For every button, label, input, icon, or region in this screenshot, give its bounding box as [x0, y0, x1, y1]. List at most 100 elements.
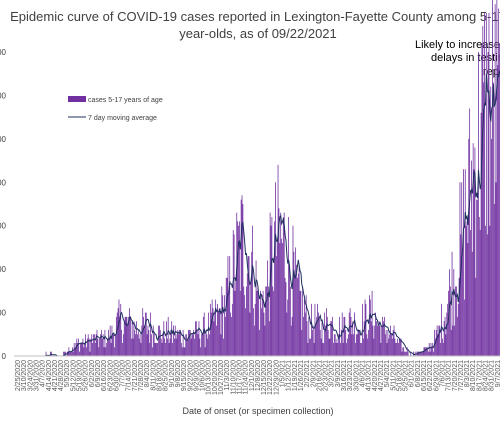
- case-bar: [89, 351, 91, 356]
- x-tick-label: 6/2/2020: [89, 360, 96, 387]
- x-tick-label: 3/10/2020: [21, 360, 28, 391]
- case-bar: [464, 169, 466, 356]
- case-bar: [301, 329, 303, 356]
- case-bar: [217, 303, 218, 356]
- x-tick-label: 8/11/2020: [150, 360, 157, 391]
- x-tick-label: 4/14/2020: [46, 360, 53, 391]
- case-bar: [155, 342, 157, 356]
- case-bar: [231, 316, 232, 356]
- case-bar: [100, 334, 101, 356]
- case-bar: [471, 160, 472, 356]
- x-tick-label: 3/16/2021: [341, 360, 348, 391]
- case-bar: [253, 325, 255, 356]
- case-bar: [468, 138, 470, 356]
- case-bar: [469, 108, 471, 357]
- case-bar: [420, 351, 422, 356]
- case-bar: [264, 325, 266, 356]
- case-bar: [376, 325, 378, 356]
- case-bar: [167, 316, 169, 356]
- case-bar: [344, 316, 346, 356]
- case-bar: [342, 342, 344, 356]
- case-bar: [310, 338, 311, 356]
- x-tick-label: 6/15/2021: [421, 360, 428, 391]
- case-bar: [237, 221, 239, 356]
- x-tick-label: 1/5/2021: [280, 360, 287, 387]
- case-bar: [375, 312, 376, 356]
- case-bar: [274, 221, 275, 356]
- case-bar: [125, 316, 127, 356]
- case-bar: [372, 325, 374, 356]
- annotation-line-3: repo: [483, 66, 500, 78]
- case-bar: [298, 264, 300, 356]
- case-bar: [365, 303, 367, 356]
- case-bar: [84, 342, 86, 356]
- x-tick-label: 12/29/2020: [273, 360, 280, 395]
- case-bar: [392, 329, 394, 356]
- case-bar: [180, 329, 181, 356]
- case-bar: [161, 342, 163, 356]
- case-bar: [162, 334, 164, 356]
- case-bar: [389, 334, 391, 356]
- case-bar: [128, 316, 130, 356]
- case-bar: [362, 338, 364, 356]
- case-bar: [483, 82, 485, 357]
- case-bar: [477, 199, 478, 356]
- case-bar: [202, 316, 204, 356]
- case-bar: [159, 325, 160, 356]
- case-bar: [183, 347, 185, 356]
- case-bar: [282, 217, 284, 356]
- case-bar: [428, 342, 430, 356]
- case-bar: [136, 321, 137, 356]
- case-bar: [454, 325, 456, 356]
- case-bar: [347, 338, 348, 356]
- case-bar: [485, 225, 486, 356]
- case-bar: [207, 338, 209, 356]
- case-bar: [201, 334, 202, 356]
- case-bar: [115, 334, 116, 356]
- legend-swatch-bars: [68, 96, 86, 102]
- y-axis: 0 100 200 300 400 500 600 700: [0, 48, 7, 361]
- case-bar: [278, 208, 280, 356]
- case-bar: [224, 295, 225, 356]
- case-bar: [304, 312, 306, 356]
- case-bar: [340, 342, 341, 356]
- case-bar: [293, 251, 295, 356]
- case-bar: [374, 325, 376, 356]
- case-bar: [289, 286, 291, 356]
- case-bar: [260, 308, 262, 356]
- case-bar: [130, 316, 131, 356]
- case-bar: [195, 321, 196, 356]
- case-bar: [259, 329, 260, 356]
- case-bar: [275, 182, 276, 356]
- case-bar: [112, 334, 114, 356]
- case-bar: [295, 247, 297, 356]
- case-bar: [175, 338, 177, 356]
- case-bar: [460, 234, 462, 356]
- x-tick-label: 5/5/2020: [64, 360, 71, 387]
- case-bar: [284, 277, 286, 356]
- case-bar: [221, 286, 223, 356]
- case-bar: [425, 347, 427, 356]
- case-bar: [102, 334, 104, 356]
- case-bar: [291, 316, 293, 356]
- case-bar: [154, 342, 156, 356]
- case-bar: [242, 204, 244, 356]
- case-bar: [248, 256, 250, 356]
- x-tick-label: 8/24/2021: [483, 360, 490, 391]
- case-bar: [360, 342, 362, 356]
- case-bar: [442, 338, 443, 356]
- x-tick-label: 8/3/2021: [464, 360, 471, 387]
- case-bar: [476, 199, 478, 356]
- case-bar: [79, 342, 81, 356]
- case-bar: [337, 342, 339, 356]
- case-bar: [420, 351, 421, 356]
- x-tick-label: 5/18/2021: [396, 360, 403, 391]
- case-bar: [378, 321, 380, 356]
- annotation-line-2: delays in testin: [431, 52, 500, 64]
- case-bar: [496, 0, 498, 356]
- case-bar: [110, 342, 112, 356]
- case-bar: [376, 321, 377, 356]
- case-bar: [355, 334, 357, 356]
- case-bar: [180, 342, 182, 356]
